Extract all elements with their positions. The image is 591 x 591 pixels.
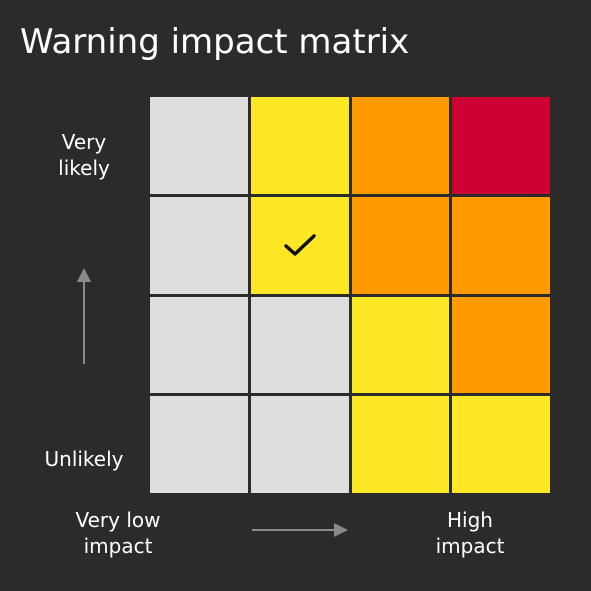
matrix-cell-low-likelihood-very-low-impact bbox=[150, 296, 248, 394]
matrix-cell-very-likely-low-impact bbox=[250, 97, 349, 194]
matrix-cell-low-likelihood-medium-impact bbox=[351, 296, 450, 394]
arrow-right-icon bbox=[252, 523, 348, 537]
matrix-cell-low-likelihood-low-impact bbox=[250, 296, 349, 394]
matrix-cell-unlikely-very-low-impact bbox=[150, 396, 248, 493]
matrix-cell-unlikely-low-impact bbox=[250, 396, 349, 493]
matrix-cell-unlikely-high-impact bbox=[452, 396, 550, 493]
matrix-cell-likely-very-low-impact bbox=[150, 196, 248, 294]
likelihood-low-label: Unlikely bbox=[44, 447, 124, 471]
matrix-cell-likely-medium-impact bbox=[351, 196, 450, 294]
checkmark-icon bbox=[283, 234, 316, 256]
matrix-cell-very-likely-medium-impact bbox=[351, 97, 450, 194]
matrix-cell-likely-low-impact bbox=[250, 196, 349, 294]
impact-low-label: Very low impact bbox=[75, 508, 161, 558]
matrix-cell-low-likelihood-high-impact bbox=[452, 296, 550, 394]
arrow-up-icon bbox=[77, 268, 91, 364]
matrix-cell-likely-high-impact bbox=[452, 196, 550, 294]
impact-high-label: High impact bbox=[435, 508, 505, 558]
matrix-cell-very-likely-very-low-impact bbox=[150, 97, 248, 194]
matrix-cell-unlikely-medium-impact bbox=[351, 396, 450, 493]
impact-matrix bbox=[150, 97, 550, 493]
page-title: Warning impact matrix bbox=[20, 22, 410, 62]
likelihood-high-label: Very likely bbox=[58, 130, 110, 180]
matrix-cell-very-likely-high-impact bbox=[452, 97, 550, 194]
